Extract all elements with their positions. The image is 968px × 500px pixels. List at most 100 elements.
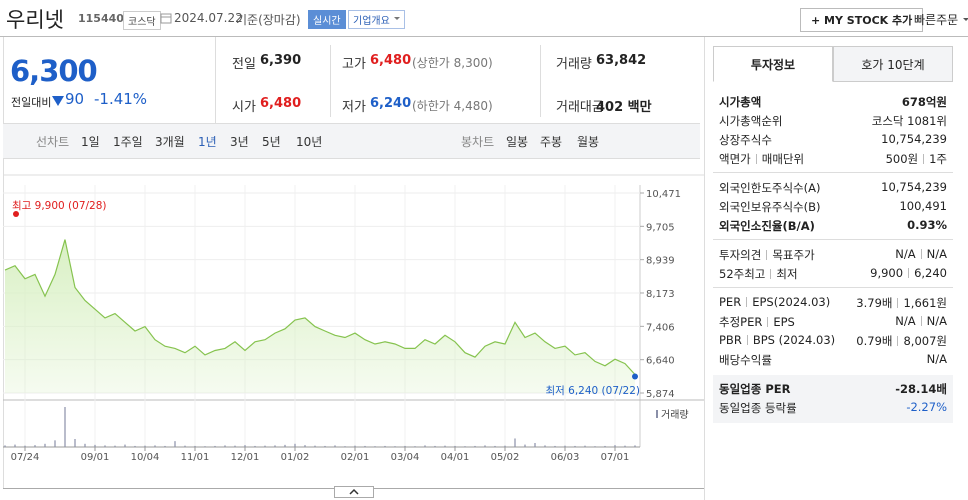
- y-tick-label: 9,705: [646, 222, 675, 233]
- info-tab[interactable]: 호가 10단계: [833, 46, 953, 82]
- x-tick-label: 03/04: [391, 452, 420, 463]
- info-label: 시가총액순위: [719, 113, 782, 129]
- stat-label: 시가: [232, 100, 256, 115]
- stat-label: 저가: [342, 100, 366, 115]
- volume-bar: [494, 445, 496, 447]
- info-value: 678억원: [902, 94, 947, 110]
- divider: [713, 287, 953, 288]
- period-tab[interactable]: 1주일: [113, 135, 143, 149]
- label-text: 추정PER: [719, 315, 763, 329]
- divider: [540, 45, 541, 117]
- volume-bar: [184, 445, 186, 447]
- down-arrow: [52, 96, 64, 106]
- volume-bar: [144, 445, 146, 447]
- volume-bar: [14, 444, 16, 447]
- x-tick-label: 12/01: [231, 452, 260, 463]
- info-label: PBR BPS (2024.03): [719, 333, 835, 347]
- volume-bar: [44, 443, 46, 447]
- period-tab[interactable]: 5년: [262, 135, 281, 149]
- info-row: 추정PER EPS N/A N/A: [713, 312, 953, 331]
- value-text: 0.93%: [907, 218, 947, 232]
- overview-dropdown[interactable]: 기업개요: [348, 10, 405, 29]
- separator: [767, 317, 769, 327]
- volume-bar: [4, 445, 6, 447]
- divider: [330, 45, 331, 117]
- value-text: -28.14배: [895, 382, 947, 396]
- stat-value: 6,480: [370, 53, 412, 68]
- value-text: 0.79배: [856, 334, 893, 348]
- period-tab[interactable]: 1년: [198, 135, 217, 149]
- value-text: N/A: [926, 352, 947, 366]
- volume-bar: [394, 446, 396, 447]
- info-tab[interactable]: 투자정보: [713, 46, 833, 82]
- value-text: 6,240: [914, 266, 947, 280]
- volume-bar: [264, 445, 266, 447]
- info-label: 상장주식수: [719, 132, 772, 148]
- divider: [3, 37, 4, 488]
- divider: [0, 36, 968, 37]
- separator: [766, 250, 768, 260]
- info-row: 외국인보유주식수(B) 100,491: [713, 197, 953, 216]
- period-tab[interactable]: 3년: [230, 135, 249, 149]
- volume-bar: [544, 445, 546, 447]
- info-value: 100,491: [899, 199, 947, 213]
- stock-code: 115440: [78, 12, 124, 25]
- info-value: 0.93%: [907, 218, 947, 232]
- volume-bar: [34, 445, 36, 447]
- volume-bar: [234, 445, 236, 447]
- separator: [908, 268, 910, 278]
- volume-bar: [124, 444, 126, 447]
- change: 90: [65, 90, 85, 108]
- candle-tab[interactable]: 월봉: [577, 135, 600, 149]
- summary-bg: [713, 375, 953, 423]
- info-row: 동일업종 PER -28.14배: [713, 379, 953, 398]
- info-row: 외국인소진율(B/A) 0.93%: [713, 216, 953, 235]
- info-label: 52주최고 최저: [719, 266, 798, 282]
- info-row: 시가총액순위 코스닥 1081위: [713, 111, 953, 130]
- my-stock-button[interactable]: + MY STOCK 추가: [800, 8, 924, 32]
- volume-bar: [374, 446, 376, 447]
- tab-label: 선차트: [36, 135, 70, 149]
- value-text: N/A: [926, 247, 947, 261]
- volume-bar: [584, 445, 586, 447]
- candle-tab[interactable]: 일봉: [506, 135, 529, 149]
- volume-bar: [94, 444, 96, 447]
- label-text: 동일업종 등락률: [719, 401, 797, 415]
- period-tab[interactable]: 10년: [296, 135, 323, 149]
- period-tab[interactable]: 3개월: [155, 135, 185, 149]
- candle-tab[interactable]: 주봉: [540, 135, 563, 149]
- change-rate: -1.41%: [94, 90, 148, 108]
- period-tab[interactable]: 1일: [81, 135, 100, 149]
- info-row: 배당수익률 N/A: [713, 350, 953, 369]
- info-row: 액면가 매매단위 500원 1주: [713, 149, 953, 168]
- realtime-button[interactable]: 실시간: [308, 10, 346, 29]
- label-text: EPS: [773, 315, 795, 329]
- label-text: 외국인소진율(B/A): [719, 219, 815, 233]
- y-tick-label: 7,406: [646, 322, 675, 333]
- high-annotation: 최고 9,900 (07/28): [12, 200, 107, 212]
- info-label: 투자의견 목표주가: [719, 247, 815, 263]
- volume-bar: [194, 445, 196, 447]
- separator: [746, 335, 748, 345]
- separator: [923, 154, 925, 164]
- value-text: 코스닥 1081위: [871, 114, 947, 128]
- info-label: 외국인보유주식수(B): [719, 199, 821, 215]
- market-badge: 코스닥: [123, 11, 161, 30]
- x-tick-label: 07/01: [601, 452, 630, 463]
- low-dot: [632, 373, 638, 380]
- label-text: PER: [719, 295, 742, 309]
- label-text: 액면가: [719, 152, 751, 166]
- volume-bar: [204, 446, 206, 447]
- value-text: 500원: [885, 152, 919, 166]
- y-tick-label: 10,471: [646, 189, 681, 200]
- collapse-button[interactable]: [334, 486, 374, 498]
- volume-bar: [634, 445, 636, 447]
- volume-bar: [614, 445, 616, 447]
- info-label: 배당수익률: [719, 352, 772, 368]
- stat-label: 고가: [342, 57, 366, 72]
- quick-order[interactable]: 빠른주문: [914, 11, 968, 28]
- divider: [713, 239, 953, 240]
- volume-bar: [444, 445, 446, 447]
- volume-bar: [484, 445, 486, 447]
- volume-bar: [594, 446, 596, 447]
